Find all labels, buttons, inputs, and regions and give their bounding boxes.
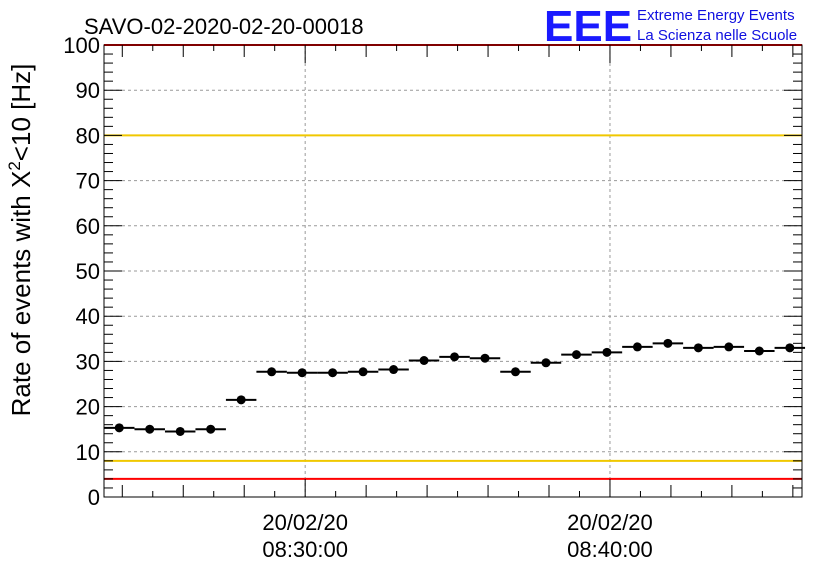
data-point bbox=[347, 367, 379, 377]
data-point bbox=[317, 368, 348, 378]
point-marker bbox=[602, 347, 612, 357]
logo-line-2: La Scienza nelle Scuole bbox=[637, 27, 797, 44]
y-tick-label: 30 bbox=[76, 349, 100, 374]
data-point bbox=[500, 367, 531, 377]
data-points bbox=[104, 338, 806, 436]
x-tick-time: 08:40:00 bbox=[567, 537, 653, 562]
point-marker bbox=[267, 367, 277, 377]
point-marker bbox=[693, 343, 703, 353]
data-point bbox=[104, 423, 135, 433]
logo-mark: EEE bbox=[544, 2, 632, 51]
point-marker bbox=[663, 338, 673, 348]
point-marker bbox=[480, 353, 490, 363]
point-marker bbox=[419, 355, 429, 365]
y-tick-label: 100 bbox=[63, 33, 100, 58]
point-marker bbox=[571, 350, 581, 360]
y-tick-label: 0 bbox=[88, 485, 100, 510]
data-point bbox=[256, 367, 287, 377]
data-point bbox=[378, 365, 409, 375]
point-marker bbox=[450, 352, 460, 362]
y-tick-label: 40 bbox=[76, 304, 100, 329]
y-tick-label: 10 bbox=[76, 440, 100, 465]
y-tick-label: 90 bbox=[76, 78, 100, 103]
point-marker bbox=[724, 342, 734, 352]
data-point bbox=[439, 352, 470, 362]
data-point bbox=[744, 346, 775, 356]
data-point bbox=[195, 424, 226, 434]
point-marker bbox=[297, 368, 307, 378]
data-point bbox=[774, 343, 806, 353]
data-point bbox=[134, 424, 165, 434]
eee-logo: EEE Extreme Energy Events La Scienza nel… bbox=[544, 2, 797, 51]
point-marker bbox=[145, 424, 155, 434]
data-point bbox=[622, 342, 653, 352]
y-axis-label: Rate of events with X2<10 [Hz] bbox=[5, 64, 36, 417]
point-marker bbox=[236, 395, 246, 405]
x-tick-time: 08:30:00 bbox=[262, 537, 348, 562]
chart-title: SAVO-02-2020-02-20-00018 bbox=[84, 14, 364, 39]
data-point bbox=[286, 368, 318, 378]
data-point bbox=[713, 342, 745, 352]
x-tick-date: 20/02/20 bbox=[262, 510, 348, 535]
point-marker bbox=[510, 367, 520, 377]
data-point bbox=[652, 338, 684, 348]
point-marker bbox=[754, 346, 764, 356]
y-tick-label: 20 bbox=[76, 395, 100, 420]
data-point bbox=[469, 353, 501, 363]
x-tick-date: 20/02/20 bbox=[567, 510, 653, 535]
data-point bbox=[683, 343, 714, 353]
point-marker bbox=[328, 368, 338, 378]
data-point bbox=[225, 395, 257, 405]
y-tick-label: 50 bbox=[76, 259, 100, 284]
point-marker bbox=[358, 367, 368, 377]
point-marker bbox=[541, 358, 551, 368]
data-point bbox=[408, 355, 440, 365]
point-marker bbox=[114, 423, 124, 433]
reference-lines bbox=[104, 44, 802, 480]
point-marker bbox=[632, 342, 642, 352]
point-marker bbox=[389, 365, 399, 375]
y-tick-label: 60 bbox=[76, 214, 100, 239]
point-marker bbox=[785, 343, 795, 353]
axes: 010203040506070809010020/02/2008:30:0020… bbox=[63, 33, 803, 562]
logo-line-1: Extreme Energy Events bbox=[637, 7, 795, 24]
point-marker bbox=[206, 424, 216, 434]
data-point bbox=[530, 358, 562, 368]
y-tick-label: 80 bbox=[76, 123, 100, 148]
y-tick-label: 70 bbox=[76, 169, 100, 194]
data-point bbox=[164, 426, 196, 436]
data-point bbox=[591, 347, 623, 357]
data-point bbox=[561, 350, 592, 360]
plot-frame bbox=[103, 44, 803, 498]
point-marker bbox=[175, 426, 185, 436]
